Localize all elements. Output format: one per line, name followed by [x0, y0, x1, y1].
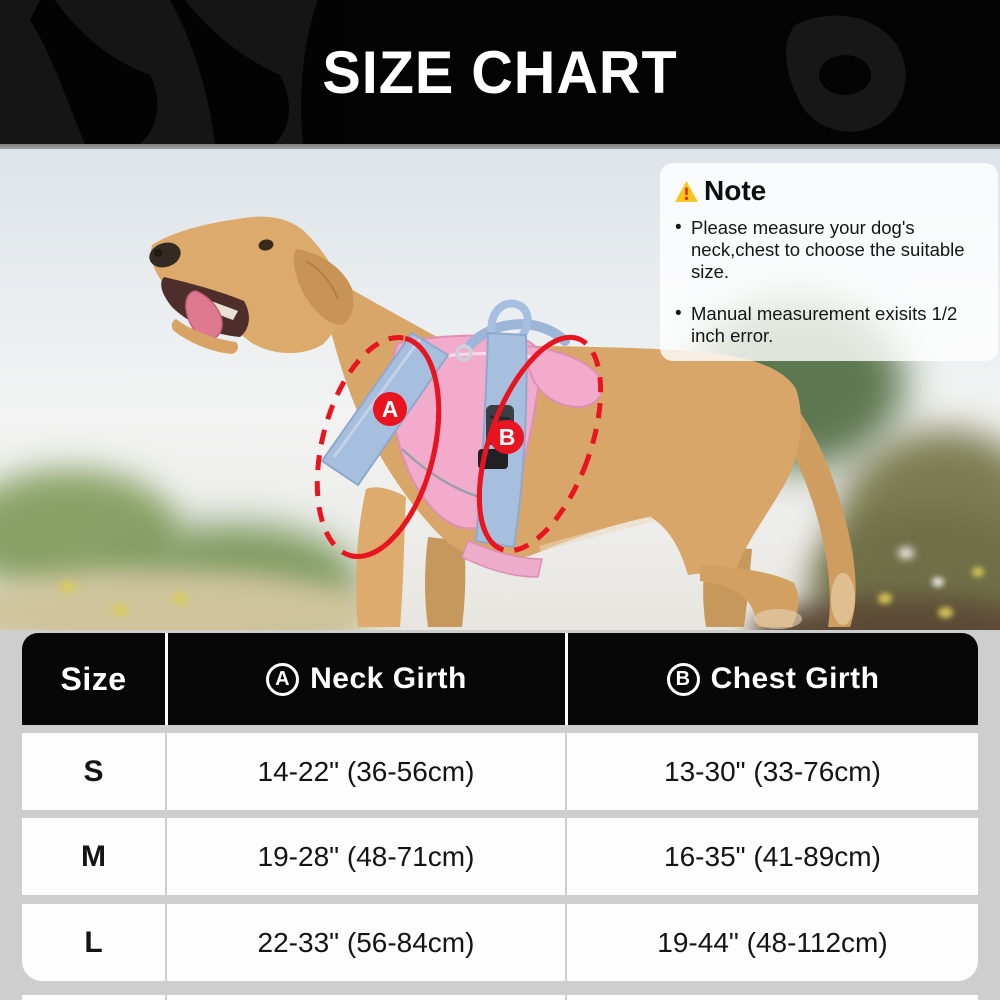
cell-size: M [22, 818, 165, 895]
cell-size: L [22, 904, 165, 981]
note-bullet: Please measure your dog's neck,chest to … [674, 217, 990, 282]
dog-silhouettes-decor [0, 0, 906, 144]
dog-illustration: A B [149, 216, 856, 629]
cell-size: S [22, 733, 165, 810]
flower-bokeh [60, 581, 76, 593]
partial-next-row [22, 995, 978, 1000]
cell-chest: 19-44" (48-112cm) [567, 904, 978, 981]
note-bullet-list: Please measure your dog's neck,chest to … [674, 217, 990, 347]
neck-girth-loop [314, 334, 442, 560]
chest-marker-badge: B [490, 420, 524, 454]
header-size-label: Size [60, 660, 127, 697]
table-row: S 14-22" (36-56cm) 13-30" (33-76cm) [22, 733, 978, 810]
cell-neck: 19-28" (48-71cm) [167, 818, 565, 895]
header-neck-girth: A Neck Girth [168, 633, 565, 725]
table-row: L 22-33" (56-84cm) 19-44" (48-112cm) [22, 904, 978, 981]
neck-marker-label: A [382, 396, 399, 422]
table-row: M 19-28" (48-71cm) 16-35" (41-89cm) [22, 818, 978, 895]
cell-chest: 16-35" (41-89cm) [567, 818, 978, 895]
neck-marker-circle-icon: A [266, 662, 300, 696]
header-size: Size [22, 633, 165, 725]
flower-bokeh [938, 607, 953, 618]
note-header: Note [674, 175, 990, 207]
note-box: Note Please measure your dog's neck,ches… [660, 163, 998, 362]
cell-chest: 13-30" (33-76cm) [567, 733, 978, 810]
page-title: SIZE CHART [322, 38, 678, 106]
header-banner: SIZE CHART [0, 0, 1000, 144]
cell-neck: 22-33" (56-84cm) [167, 904, 565, 981]
flower-bokeh [172, 593, 188, 605]
chest-marker-label: B [499, 424, 516, 450]
note-title: Note [704, 175, 767, 206]
warning-icon [675, 180, 698, 202]
flower-bokeh [898, 547, 914, 559]
cell-neck: 14-22" (36-56cm) [167, 733, 565, 810]
flower-bokeh [932, 577, 944, 587]
flower-bokeh [878, 593, 892, 604]
flower-bokeh [972, 567, 984, 577]
flower-bokeh [112, 604, 128, 616]
size-table-section: Size A Neck Girth B Chest Girth S 14-22"… [0, 630, 1000, 1000]
header-neck-label: Neck Girth [310, 662, 467, 695]
chest-marker-circle-icon: B [666, 662, 700, 696]
note-bullet: Manual measurement exisits 1/2 inch erro… [674, 303, 990, 347]
banner-divider [0, 144, 1000, 149]
table-header-row: Size A Neck Girth B Chest Girth [22, 633, 978, 725]
chest-girth-loop [476, 334, 604, 554]
header-chest-girth: B Chest Girth [568, 633, 978, 725]
neck-marker-badge: A [373, 392, 407, 426]
size-table: Size A Neck Girth B Chest Girth S 14-22"… [22, 633, 978, 981]
header-chest-label: Chest Girth [710, 662, 880, 695]
